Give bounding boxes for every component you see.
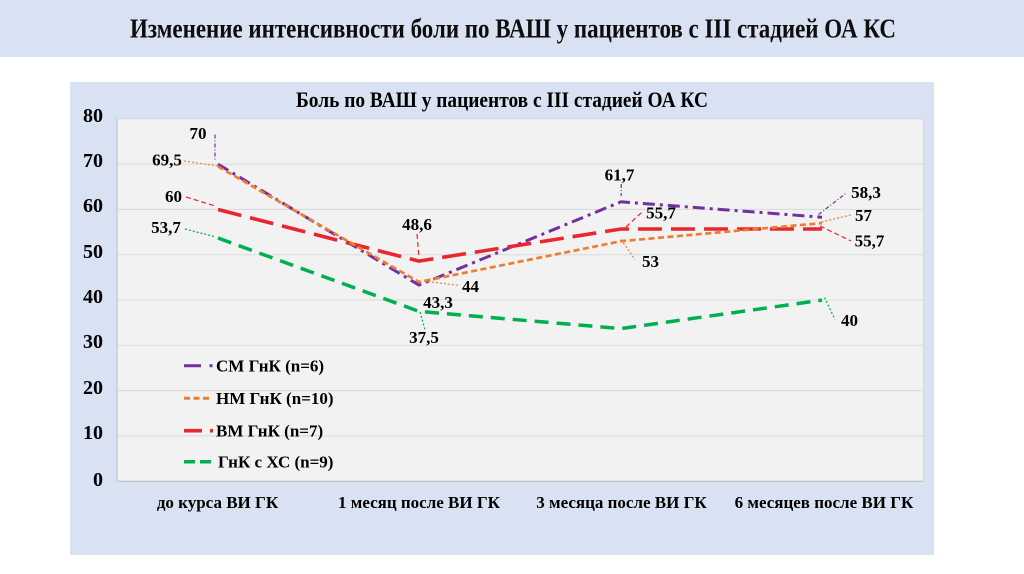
svg-text:40: 40 xyxy=(841,311,858,330)
svg-text:55,7: 55,7 xyxy=(855,232,885,251)
svg-text:20: 20 xyxy=(83,377,103,399)
svg-text:53: 53 xyxy=(642,252,659,271)
svg-text:до курса ВИ ГК: до курса ВИ ГК xyxy=(157,493,279,512)
svg-text:ВМ ГнК (n=7): ВМ ГнК (n=7) xyxy=(216,422,323,441)
svg-text:57: 57 xyxy=(855,206,873,225)
svg-text:80: 80 xyxy=(83,105,103,127)
svg-text:40: 40 xyxy=(83,286,103,308)
svg-text:1 месяц после ВИ ГК: 1 месяц после ВИ ГК xyxy=(338,493,501,512)
svg-text:70: 70 xyxy=(190,124,207,143)
svg-text:ГнК с ХС (n=9): ГнК с ХС (n=9) xyxy=(218,453,333,472)
svg-text:Боль по ВАШ у пациентов с III: Боль по ВАШ у пациентов с III стадией ОА… xyxy=(296,87,708,112)
svg-text:60: 60 xyxy=(83,195,103,217)
svg-text:30: 30 xyxy=(83,331,103,353)
svg-text:НМ ГнК (n=10): НМ ГнК (n=10) xyxy=(216,389,334,408)
svg-text:53,7: 53,7 xyxy=(151,218,181,237)
svg-text:0: 0 xyxy=(93,469,103,491)
svg-text:50: 50 xyxy=(83,241,103,263)
svg-text:6 месяцев после ВИ ГК: 6 месяцев после ВИ ГК xyxy=(735,493,914,512)
svg-text:44: 44 xyxy=(462,277,480,296)
svg-text:60: 60 xyxy=(165,187,182,206)
svg-text:61,7: 61,7 xyxy=(605,166,635,185)
svg-text:58,3: 58,3 xyxy=(851,183,881,202)
svg-text:43,3: 43,3 xyxy=(423,293,453,312)
svg-text:37,5: 37,5 xyxy=(409,328,439,347)
svg-text:70: 70 xyxy=(83,150,103,172)
svg-text:69,5: 69,5 xyxy=(152,151,182,170)
svg-text:Изменение интенсивности боли п: Изменение интенсивности боли по ВАШ у па… xyxy=(130,14,896,44)
svg-text:10: 10 xyxy=(83,422,103,444)
svg-text:3 месяца после ВИ ГК: 3 месяца после ВИ ГК xyxy=(536,493,707,512)
svg-text:48,6: 48,6 xyxy=(402,215,432,234)
svg-text:СМ ГнК (n=6): СМ ГнК (n=6) xyxy=(216,357,324,376)
svg-text:55,7: 55,7 xyxy=(646,204,676,223)
